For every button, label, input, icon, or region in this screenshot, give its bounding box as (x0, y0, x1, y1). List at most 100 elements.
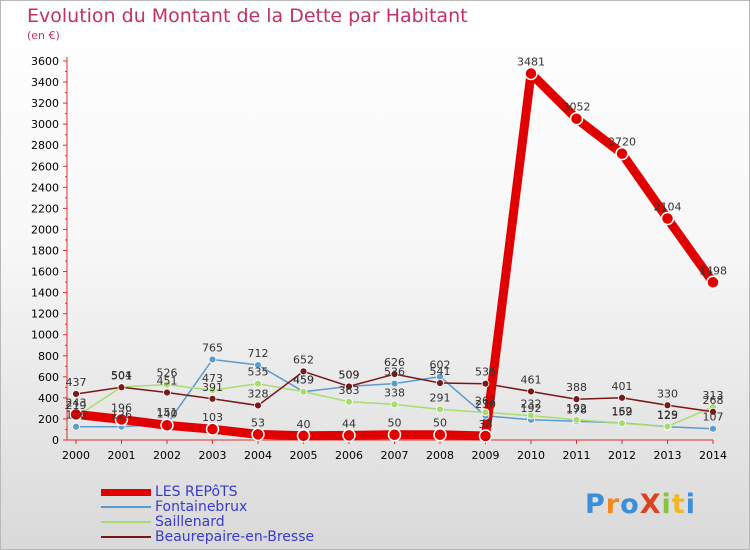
data-label: 461 (521, 373, 542, 386)
data-label: 437 (66, 376, 87, 389)
data-label: 3052 (563, 101, 591, 114)
data-point (478, 429, 493, 443)
data-label: 504 (111, 369, 132, 382)
data-labels: 243 196 140 103 53 40 44 50 50 38 3481 3052 2720 2104… (66, 56, 728, 431)
logo-letter: P (585, 489, 606, 520)
data-point (387, 427, 402, 442)
data-label: 192 (521, 402, 542, 415)
data-label: 712 (248, 347, 269, 360)
data-label: 1498 (699, 264, 727, 277)
data-label: 459 (293, 374, 314, 387)
x-tick-label: 2002 (153, 449, 181, 462)
y-tick-label: 1800 (31, 245, 59, 258)
data-label: 509 (339, 368, 360, 381)
y-tick-label: 1600 (31, 266, 59, 279)
y-tick-label: 2600 (31, 160, 59, 173)
legend-swatch (101, 506, 151, 508)
data-point (481, 408, 490, 417)
data-label: 401 (612, 380, 633, 393)
data-label: 40 (297, 418, 311, 431)
data-label: 262 (475, 394, 496, 407)
legend-swatch (101, 489, 151, 496)
x-tick-label: 2010 (517, 449, 545, 462)
series-markers (69, 66, 720, 443)
data-label: 338 (384, 386, 405, 399)
data-label: 159 (612, 405, 633, 418)
x-tick-label: 2007 (381, 449, 409, 462)
data-point (345, 382, 353, 391)
data-point (709, 407, 717, 416)
axes: 0 200 400 600 800 1000 1200 1400 1600 1800 2000 220… (31, 55, 727, 462)
data-label: 536 (384, 366, 405, 379)
data-label: 391 (202, 381, 223, 394)
proxiti-logo: ProXiti (585, 489, 696, 520)
x-tick-label: 2014 (699, 449, 727, 462)
y-tick-label: 1200 (31, 308, 59, 321)
data-point (660, 211, 675, 226)
data-point (433, 427, 447, 442)
data-label: 178 (566, 403, 587, 416)
data-label: 196 (111, 401, 132, 414)
data-label: 626 (384, 356, 405, 369)
data-point (254, 361, 262, 369)
data-label: 192 (566, 402, 587, 415)
y-tick-label: 3200 (31, 97, 59, 110)
chart-title: Evolution du Montant de la Dette par Hab… (27, 5, 468, 27)
y-tick-label: 2000 (31, 223, 59, 236)
data-label: 38 (479, 418, 493, 431)
data-point (69, 407, 83, 422)
data-point (299, 387, 308, 396)
data-point (527, 411, 535, 420)
data-label: 129 (657, 408, 678, 421)
data-label: 765 (202, 341, 223, 354)
data-point (208, 386, 217, 395)
data-label: 140 (157, 407, 178, 420)
x-tick-label: 2004 (244, 449, 272, 462)
data-label: 501 (111, 369, 132, 382)
y-tick-label: 1000 (31, 329, 59, 342)
x-tick-label: 2005 (290, 449, 318, 462)
logo-letter: i (661, 489, 672, 520)
x-tick-label: 2000 (62, 449, 90, 462)
data-label: 126 (66, 409, 87, 422)
y-tick-label: 2800 (31, 139, 59, 152)
logo-letter: t (671, 489, 686, 520)
data-point (251, 427, 265, 442)
data-point (481, 379, 490, 388)
data-label: 652 (293, 353, 314, 366)
data-label: 535 (475, 366, 496, 379)
data-point (436, 379, 444, 387)
data-label: 126 (111, 409, 132, 422)
y-tick-label: 3000 (31, 118, 59, 131)
data-label: 162 (612, 405, 633, 418)
x-tick-label: 2011 (563, 449, 591, 462)
data-label: 313 (703, 389, 724, 402)
logo-letter: X (639, 489, 662, 520)
data-point (709, 424, 717, 433)
y-tick-label: 2400 (31, 181, 59, 194)
data-label: 526 (157, 367, 178, 380)
data-label: 50 (433, 417, 447, 430)
data-point (706, 275, 720, 290)
data-point (205, 422, 220, 436)
data-point (615, 146, 629, 161)
data-label: 451 (157, 375, 178, 388)
data-point (390, 370, 399, 378)
data-label: 219 (66, 399, 87, 412)
legend-swatch (101, 521, 151, 523)
data-point (569, 111, 584, 126)
data-point (254, 401, 262, 410)
data-point (663, 422, 672, 431)
data-label: 388 (566, 381, 587, 394)
y-tick-label: 400 (38, 392, 59, 405)
logo-letter: i (685, 489, 696, 520)
data-point (160, 418, 174, 433)
y-tick-label: 1400 (31, 287, 59, 300)
x-tick-label: 2009 (472, 449, 500, 462)
data-label: 328 (248, 387, 269, 400)
x-tick-label: 2006 (335, 449, 363, 462)
data-point (208, 355, 217, 364)
data-point (296, 429, 311, 443)
chart-subtitle: (en €) (27, 29, 60, 42)
